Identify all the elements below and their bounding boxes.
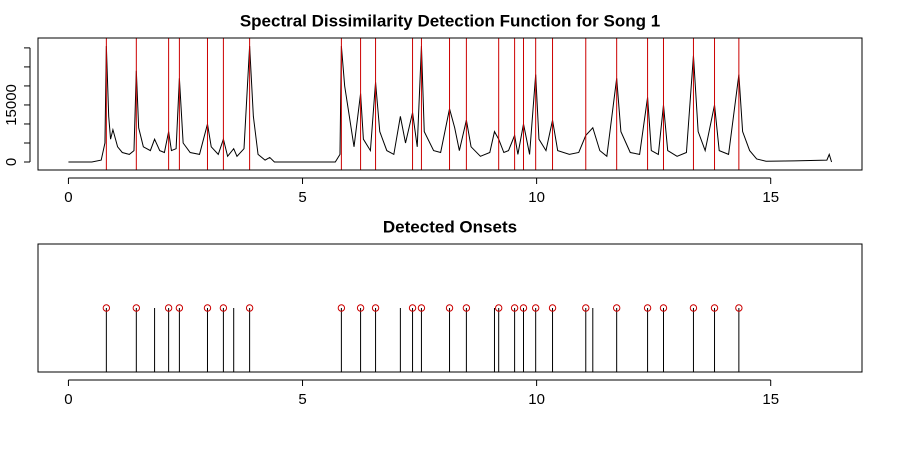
onset-marker [102, 304, 111, 312]
x-tick-label: 10 [528, 391, 545, 408]
onset-marker [203, 304, 212, 312]
onset-marker [548, 304, 557, 312]
chart-title: Spectral Dissimilarity Detection Functio… [240, 11, 660, 30]
x-tick-label: 15 [762, 189, 779, 206]
onset-marker [531, 304, 540, 312]
onset-marker [175, 304, 184, 312]
onset-marker [219, 304, 228, 312]
onset-marker [735, 304, 743, 312]
plot-frame [37, 37, 863, 171]
x-tick-label: 5 [298, 391, 306, 408]
onset-marker [643, 304, 652, 312]
onset-marker [417, 304, 426, 312]
x-tick-label: 10 [528, 189, 545, 206]
chart-title: Detected Onsets [383, 217, 517, 236]
onset-marker [582, 304, 590, 312]
y-tick-label: 0 [3, 158, 20, 166]
onset-marker [659, 304, 668, 312]
onset-marker [132, 304, 141, 312]
x-tick-label: 5 [298, 189, 306, 206]
onset-marker [245, 304, 254, 312]
x-tick-label: 0 [64, 391, 72, 408]
onset-marker [164, 304, 173, 312]
onset-marker [462, 304, 471, 312]
y-tick-label: 15000 [3, 84, 20, 126]
detection-line [68, 45, 833, 163]
plot-frame [37, 243, 863, 373]
onset-marker [494, 304, 503, 312]
onset-marker [371, 304, 380, 312]
onset-marker [445, 304, 454, 312]
onset-marker [689, 304, 698, 312]
onset-marker [519, 304, 528, 312]
onset-marker [356, 304, 365, 312]
onset-marker [408, 304, 417, 312]
onset-marker [510, 304, 519, 312]
onset-marker [337, 304, 346, 312]
x-tick-label: 0 [64, 189, 72, 206]
x-tick-label: 15 [762, 391, 779, 408]
onset-marker [612, 304, 621, 312]
onset-marker [710, 304, 719, 312]
